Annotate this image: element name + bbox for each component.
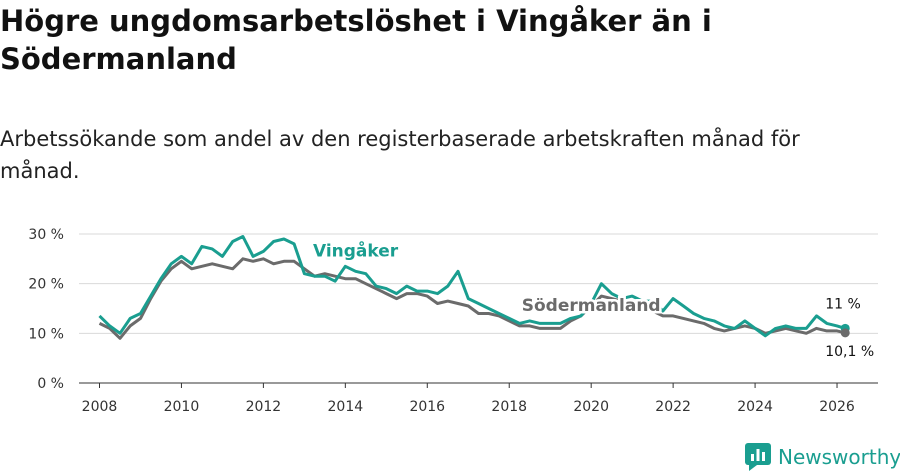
x-tick-label: 2024	[737, 399, 773, 415]
x-tick-label: 2022	[655, 399, 691, 415]
series-labels: 11 % 10,1 % Vingåker Södermanland	[310, 237, 874, 360]
series-lines	[98, 235, 850, 340]
x-tick-label: 2026	[819, 399, 855, 415]
x-axis: 2008 2010 2012 2014 2016 2018 2020 2022 2024 2026	[79, 382, 878, 415]
series-line-vingaker	[98, 235, 846, 338]
end-value-label: 10,1 %	[825, 344, 874, 360]
x-tick-label: 2020	[573, 399, 609, 415]
series-annotation: Södermanland	[522, 296, 661, 316]
y-tick-label: 10 %	[28, 326, 64, 342]
x-tick-label: 2016	[409, 399, 445, 415]
y-tick-label: 0 %	[37, 376, 64, 392]
x-tick-label: 2010	[164, 399, 200, 415]
x-tick-label: 2012	[246, 399, 282, 415]
x-tick-label: 2014	[328, 399, 364, 415]
series-line-sodermanland	[98, 257, 846, 340]
end-point-sodermanland	[840, 328, 850, 338]
x-tick-label: 2018	[491, 399, 527, 415]
grid-lines	[79, 233, 878, 334]
x-tick-label: 2008	[82, 399, 118, 415]
y-tick-label: 30 %	[28, 227, 64, 243]
series-annotation: Vingåker	[313, 239, 399, 261]
y-tick-label: 20 %	[28, 277, 64, 293]
newsworthy-logo[interactable]: Newsworthy	[745, 442, 900, 472]
brand-name: Newsworthy	[778, 445, 900, 469]
y-axis: 0 % 10 % 20 % 30 %	[28, 227, 64, 392]
chart-title: Högre ungdomsarbetslöshet i Vingåker än …	[0, 4, 712, 76]
end-value-label: 11 %	[825, 296, 861, 312]
newsworthy-logo-icon	[745, 443, 771, 471]
chart-subtitle: Arbetssökande som andel av den registerb…	[0, 127, 800, 183]
